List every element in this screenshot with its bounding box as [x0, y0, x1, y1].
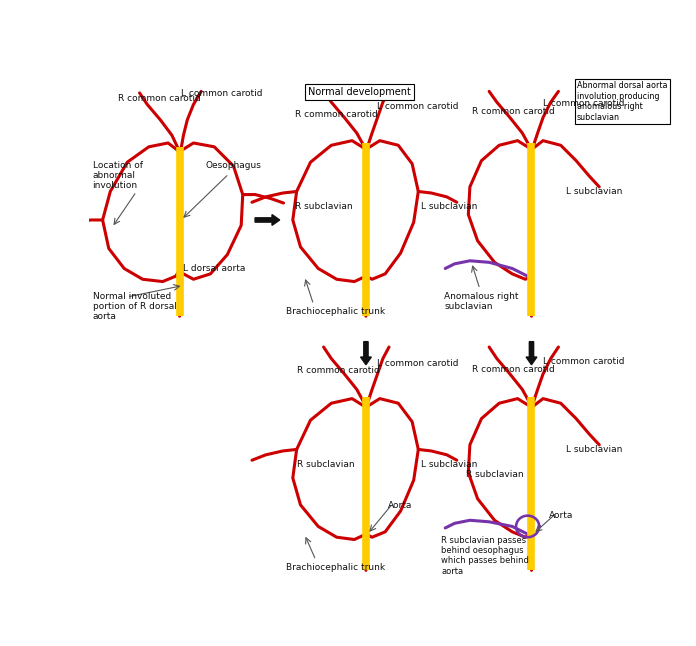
Text: Normal development: Normal development: [308, 87, 411, 97]
Text: R subclavian passes
behind oesophagus
which passes behind
aorta: R subclavian passes behind oesophagus wh…: [441, 536, 529, 576]
Text: R common carotid: R common carotid: [296, 366, 379, 375]
Text: Aorta: Aorta: [549, 511, 574, 520]
Text: L dorsal aorta: L dorsal aorta: [182, 264, 245, 273]
Text: L common carotid: L common carotid: [543, 99, 624, 108]
Text: R common carotid: R common carotid: [472, 365, 555, 374]
Text: Aorta: Aorta: [388, 501, 412, 510]
Text: R subclavian: R subclavian: [296, 460, 354, 469]
Text: R common carotid: R common carotid: [472, 107, 555, 116]
Text: L subclavian: L subclavian: [566, 187, 622, 196]
Text: Brachiocephalic trunk: Brachiocephalic trunk: [286, 563, 385, 572]
Text: R subclavian: R subclavian: [295, 202, 353, 211]
Text: Abnormal dorsal aorta
involution producing
anomalous right
subclavian: Abnormal dorsal aorta involution produci…: [577, 81, 667, 121]
Text: L subclavian: L subclavian: [421, 460, 477, 469]
Text: R common carotid: R common carotid: [118, 94, 200, 103]
Text: Oesophagus: Oesophagus: [206, 161, 262, 170]
Text: L subclavian: L subclavian: [566, 445, 622, 453]
Text: Normal involuted
portion of R dorsal
aorta: Normal involuted portion of R dorsal aor…: [93, 291, 177, 321]
FancyArrow shape: [255, 214, 280, 225]
Text: R common carotid: R common carotid: [295, 110, 378, 119]
Text: L subclavian: L subclavian: [421, 202, 477, 211]
FancyArrow shape: [361, 342, 372, 365]
Text: L common carotid: L common carotid: [377, 102, 459, 111]
Text: Brachiocephalic trunk: Brachiocephalic trunk: [286, 307, 385, 316]
Text: R subclavian: R subclavian: [466, 470, 523, 479]
Text: L common carotid: L common carotid: [377, 359, 459, 368]
Text: L common carotid: L common carotid: [543, 357, 624, 366]
Text: L common carotid: L common carotid: [181, 89, 262, 98]
FancyArrow shape: [526, 342, 537, 365]
Text: Location of
abnormal
involution: Location of abnormal involution: [93, 161, 143, 191]
Text: Anomalous right
subclavian: Anomalous right subclavian: [445, 291, 519, 311]
